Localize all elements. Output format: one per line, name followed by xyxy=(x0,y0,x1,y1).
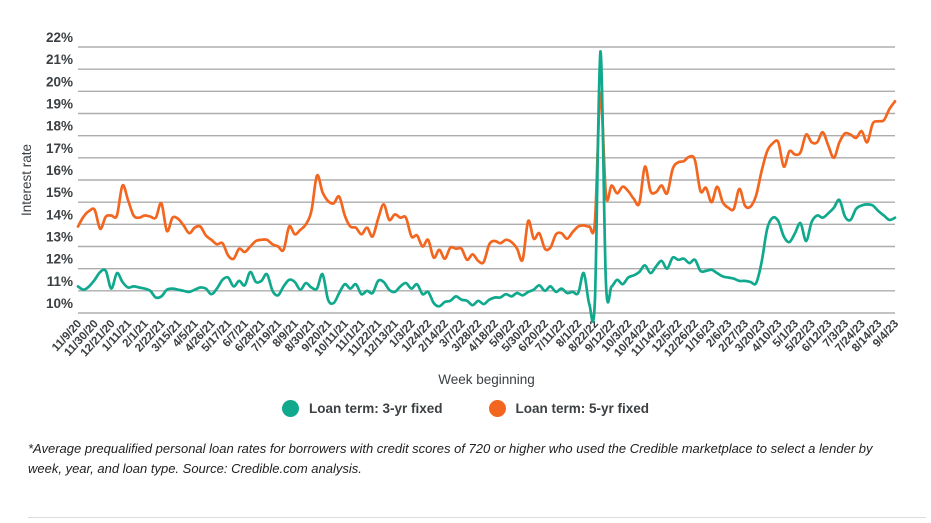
svg-text:11%: 11% xyxy=(47,274,73,289)
svg-text:Week beginning: Week beginning xyxy=(438,372,535,387)
legend-dot-3yr-icon xyxy=(281,400,299,417)
svg-text:Interest rate: Interest rate xyxy=(19,144,34,216)
svg-text:17%: 17% xyxy=(46,141,73,156)
svg-text:12%: 12% xyxy=(46,252,73,267)
svg-text:15%: 15% xyxy=(46,185,73,200)
interest-rate-line-chart: 22% 21% 20% 19% 18% 17% 16% 15% 14% 13% 12% 11% 10% I… xyxy=(19,30,901,387)
bottom-divider xyxy=(28,517,926,518)
svg-text:18%: 18% xyxy=(46,119,73,134)
chart-legend: Loan term: 3-yr fixed Loan term: 5-yr fi… xyxy=(0,400,931,417)
svg-text:13%: 13% xyxy=(46,230,73,245)
svg-text:19%: 19% xyxy=(46,97,73,112)
legend-item-5yr: Loan term: 5-yr fixed xyxy=(488,400,650,417)
svg-text:20%: 20% xyxy=(46,74,73,89)
legend-label-3yr: Loan term: 3-yr fixed xyxy=(308,401,443,416)
svg-text:21%: 21% xyxy=(46,52,73,67)
svg-text:10%: 10% xyxy=(46,296,73,311)
legend-item-3yr: Loan term: 3-yr fixed xyxy=(281,400,443,417)
footnote: *Average prequalified personal loan rate… xyxy=(28,441,873,476)
svg-text:16%: 16% xyxy=(46,163,73,178)
svg-text:14%: 14% xyxy=(46,207,73,222)
legend-dot-5yr-icon xyxy=(488,400,506,417)
legend-label-5yr: Loan term: 5-yr fixed xyxy=(515,401,650,416)
svg-text:22%: 22% xyxy=(46,30,73,45)
